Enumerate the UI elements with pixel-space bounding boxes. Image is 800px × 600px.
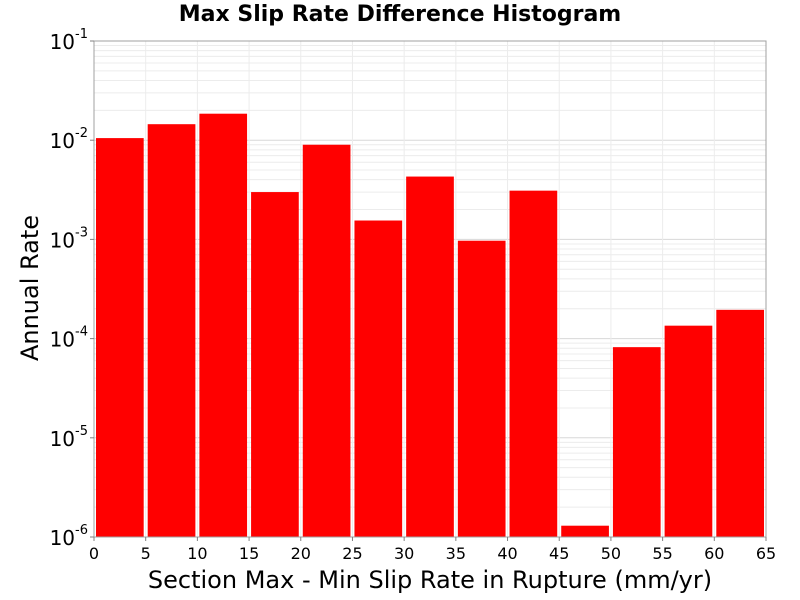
- plot-frame: [93, 40, 767, 538]
- histogram-bar: [251, 192, 299, 537]
- y-tick-base: 10: [50, 129, 75, 153]
- y-tick-label: 10-4: [50, 325, 88, 352]
- y-tick-label: 10-6: [50, 523, 88, 550]
- x-tick-label: 10: [187, 544, 207, 563]
- y-tick-exponent: -2: [75, 126, 88, 141]
- x-tick-label: 0: [89, 544, 99, 563]
- x-tick-label: 15: [239, 544, 259, 563]
- y-tick-label: 10-2: [50, 126, 88, 153]
- bars: [96, 113, 764, 537]
- y-tick-exponent: -3: [75, 225, 88, 240]
- y-tick-base: 10: [50, 30, 75, 54]
- x-axis-label: Section Max - Min Slip Rate in Rupture (…: [147, 566, 713, 594]
- y-tick-exponent: -5: [75, 424, 88, 439]
- x-tick-label: 30: [394, 544, 414, 563]
- histogram-bar: [354, 220, 403, 537]
- histogram-bar: [457, 240, 506, 537]
- y-tick-exponent: -6: [75, 523, 88, 538]
- y-tick-base: 10: [50, 427, 75, 451]
- x-tick-label: 60: [704, 544, 724, 563]
- histogram-bar: [302, 144, 351, 537]
- histogram-bar: [147, 124, 196, 537]
- y-tick-exponent: -4: [75, 325, 88, 340]
- x-tick-label: 65: [756, 544, 776, 563]
- histogram-bar: [716, 309, 764, 537]
- x-tick-label: 35: [446, 544, 466, 563]
- y-tick-label: 10-5: [50, 424, 88, 451]
- y-tick-label: 10-3: [50, 225, 88, 252]
- x-tick-labels: 0 5 10 15 20 25 30 35 40 45 50 55 60 65: [89, 537, 776, 563]
- y-tick-base: 10: [50, 228, 75, 252]
- histogram-bar: [199, 113, 248, 537]
- histogram-bar: [406, 176, 454, 537]
- x-tick-label: 20: [291, 544, 311, 563]
- histogram-bar: [96, 138, 144, 537]
- y-axis-label: Annual Rate: [16, 214, 44, 362]
- x-tick-label: 25: [342, 544, 362, 563]
- histogram-bar: [561, 525, 609, 537]
- chart-title: Max Slip Rate Difference Histogram: [178, 2, 622, 27]
- x-tick-label: 50: [601, 544, 621, 563]
- x-tick-label: 45: [549, 544, 569, 563]
- x-tick-label: 5: [141, 544, 151, 563]
- histogram-bar: [664, 325, 713, 537]
- y-tick-labels: 10-610-510-410-310-210-1: [50, 27, 94, 550]
- y-tick-exponent: -1: [75, 27, 88, 42]
- y-tick-base: 10: [50, 328, 75, 352]
- y-tick-label: 10-1: [50, 27, 88, 54]
- x-tick-label: 55: [652, 544, 672, 563]
- histogram-bar: [509, 190, 558, 537]
- y-tick-base: 10: [50, 526, 75, 550]
- histogram-bar: [612, 347, 661, 537]
- x-tick-label: 40: [497, 544, 517, 563]
